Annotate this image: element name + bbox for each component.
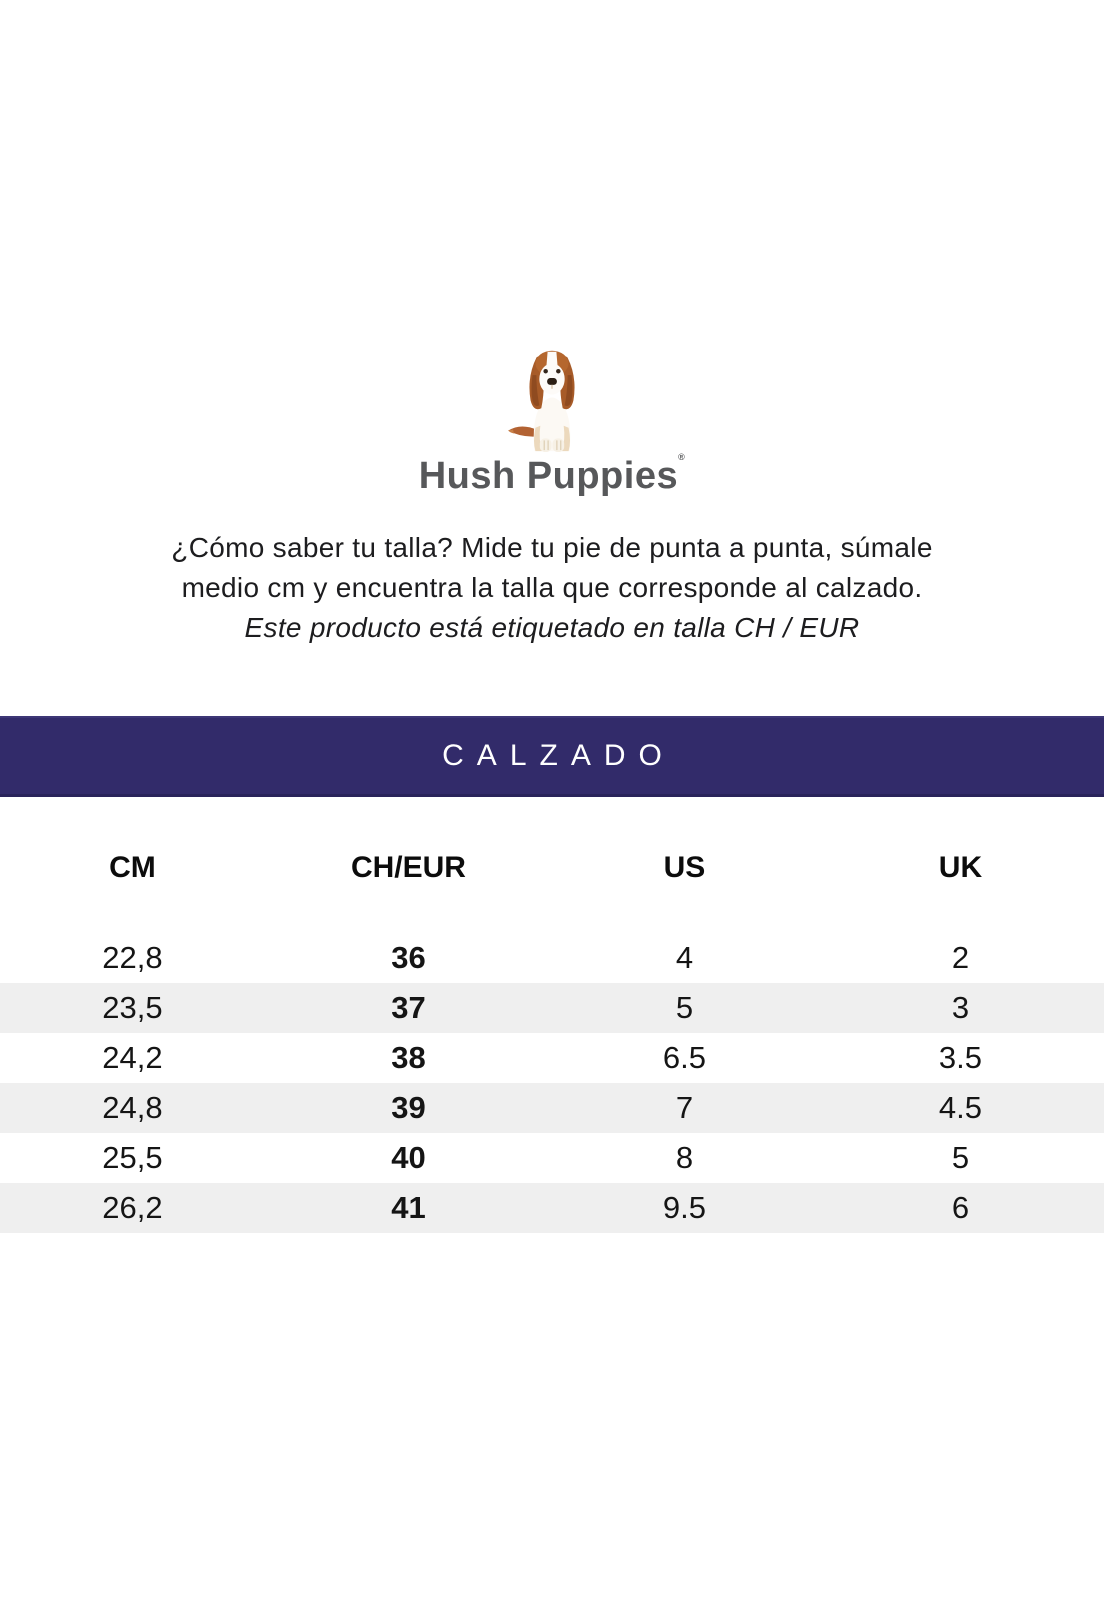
cell-ch-eur: 36 (391, 940, 426, 975)
table-header-gap (0, 893, 1104, 933)
cell-ch-eur: 37 (391, 990, 426, 1025)
cell-us: 9.5 (662, 1190, 707, 1225)
cell-uk: 6 (951, 1190, 970, 1225)
table-row: 25,5 40 8 5 (0, 1133, 1104, 1183)
trademark-symbol: ® (678, 452, 686, 462)
instruction-line-1: ¿Cómo saber tu talla? Mide tu pie de pun… (171, 532, 933, 563)
cell-ch-eur: 38 (391, 1040, 426, 1075)
table-row: 24,8 39 7 4.5 (0, 1083, 1104, 1133)
cell-ch-eur: 39 (391, 1090, 426, 1125)
cell-ch-eur: 41 (391, 1190, 426, 1225)
cell-cm: 24,2 (102, 1040, 163, 1075)
cell-uk: 3 (951, 990, 970, 1025)
cell-cm: 26,2 (102, 1190, 163, 1225)
cell-us: 8 (675, 1140, 694, 1175)
header-cm: CM (109, 851, 156, 884)
brand-logo-block: Hush Puppies® (0, 342, 1104, 498)
cell-uk: 5 (951, 1140, 970, 1175)
cell-ch-eur: 40 (391, 1140, 426, 1175)
brand-wordmark: Hush Puppies® (419, 452, 686, 498)
banner-title: CALZADO (442, 739, 675, 772)
header-ch-eur: CH/EUR (350, 851, 466, 884)
cell-us: 7 (675, 1090, 694, 1125)
sizing-instructions: ¿Cómo saber tu talla? Mide tu pie de pun… (0, 528, 1104, 648)
cell-uk: 4.5 (938, 1090, 982, 1125)
size-table-body: 22,8 36 4 2 23,5 37 5 3 24,2 38 6.5 3.5 … (0, 933, 1104, 1233)
cell-cm: 24,8 (102, 1090, 163, 1125)
cell-uk: 3.5 (938, 1040, 982, 1075)
cell-cm: 22,8 (102, 940, 163, 975)
cell-uk: 2 (951, 940, 970, 975)
table-row: 24,2 38 6.5 3.5 (0, 1033, 1104, 1083)
calzado-banner: CALZADO (0, 716, 1104, 797)
size-table: CM CH/EUR US UK 22,8 36 4 2 23,5 37 5 3 … (0, 843, 1104, 1233)
cell-us: 4 (675, 940, 694, 975)
brand-name-text: Hush Puppies (418, 455, 679, 497)
header-us: US (663, 851, 706, 884)
cell-cm: 25,5 (102, 1140, 163, 1175)
cell-us: 5 (675, 990, 694, 1025)
cell-us: 6.5 (662, 1040, 707, 1075)
table-row: 26,2 41 9.5 6 (0, 1183, 1104, 1233)
cell-cm: 23,5 (102, 990, 163, 1025)
table-row: 22,8 36 4 2 (0, 933, 1104, 983)
instruction-line-2: medio cm y encuentra la talla que corres… (181, 572, 923, 603)
size-table-header-row: CM CH/EUR US UK (0, 843, 1104, 893)
basset-hound-dog-icon (508, 350, 575, 453)
header-uk: UK (938, 851, 983, 884)
table-row: 23,5 37 5 3 (0, 983, 1104, 1033)
instruction-line-3: Este producto está etiquetado en talla C… (244, 612, 860, 643)
